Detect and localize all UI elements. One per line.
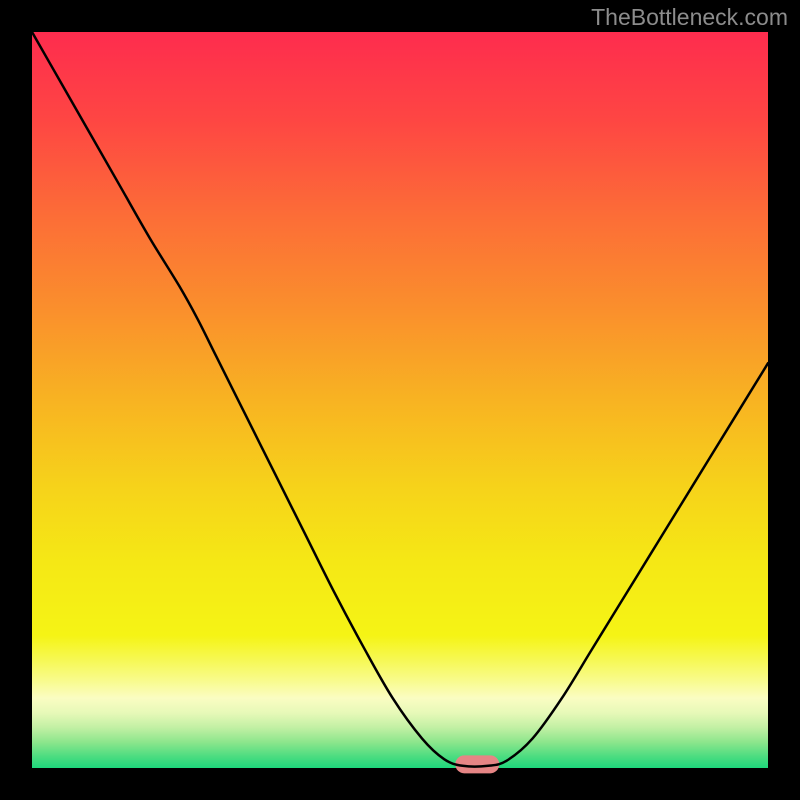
gradient-background	[32, 32, 768, 768]
watermark-text: TheBottleneck.com	[591, 4, 788, 31]
bottleneck-chart	[0, 0, 800, 800]
chart-container: TheBottleneck.com	[0, 0, 800, 800]
